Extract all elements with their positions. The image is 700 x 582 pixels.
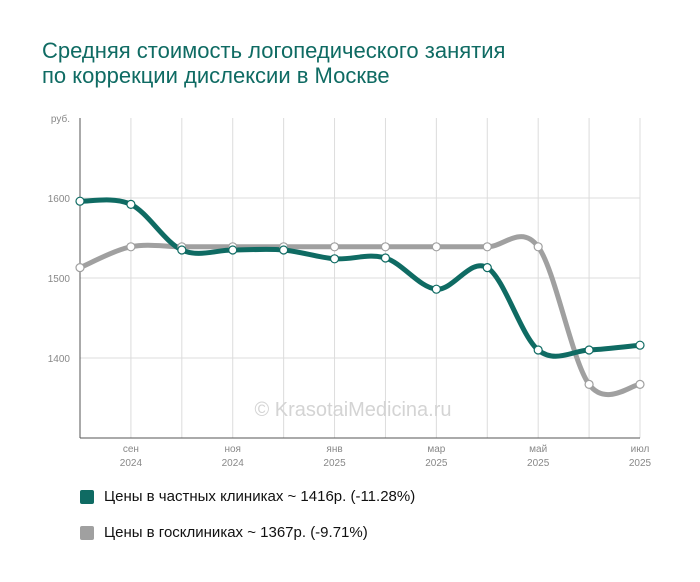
data-point-private xyxy=(635,340,645,350)
data-point-public xyxy=(380,242,391,252)
x-tick-label-year: 2025 xyxy=(323,458,346,469)
data-point-private xyxy=(75,196,85,206)
x-tick-label-month: июл xyxy=(631,444,650,455)
data-point-private xyxy=(279,245,289,255)
data-point-public xyxy=(329,242,340,252)
chart-points xyxy=(75,196,645,389)
x-tick-label-year: 2024 xyxy=(120,458,143,469)
data-point-public xyxy=(75,263,85,273)
chart-axes: 1400 1500 1600 руб. сен 2024 ноя 2024 янв 2025 мар… xyxy=(48,113,652,469)
legend-label-public: Цены в госклиниках ~ 1367р. (-9.71%) xyxy=(104,524,368,541)
data-point-public xyxy=(431,242,441,252)
data-point-public xyxy=(126,242,136,252)
x-tick-label-year: 2024 xyxy=(222,458,245,469)
x-tick-label-year: 2025 xyxy=(629,458,652,469)
x-tick-label-month: май xyxy=(529,444,547,455)
chart-lines xyxy=(77,197,643,398)
data-point-public xyxy=(482,242,492,252)
data-point-private xyxy=(126,199,136,209)
chart-title-line-1: Средняя стоимость логопедического заняти… xyxy=(42,38,506,63)
data-point-private xyxy=(177,245,187,255)
data-point-private xyxy=(533,345,543,355)
legend-swatch-private xyxy=(80,489,94,504)
legend-item-public: Цены в госклиниках ~ 1367р. (-9.71%) xyxy=(80,524,368,541)
x-tick-label-year: 2025 xyxy=(527,458,550,469)
data-point-private xyxy=(228,245,238,255)
data-point-public xyxy=(533,242,543,252)
chart-title: Средняя стоимость логопедического заняти… xyxy=(42,38,662,88)
legend-label-private: Цены в частных клиниках ~ 1416р. (-11.28… xyxy=(104,488,416,505)
chart-grid xyxy=(80,118,641,438)
data-point-private xyxy=(380,253,391,263)
series-line-public xyxy=(77,234,643,398)
data-point-private xyxy=(329,254,340,264)
x-tick-label-year: 2025 xyxy=(425,458,448,469)
x-tick-label-month: сен xyxy=(123,444,139,455)
x-tick-label-month: мар xyxy=(427,444,445,455)
data-point-public xyxy=(584,379,594,389)
y-tick-label: 1600 xyxy=(48,194,71,205)
y-tick-label: 1500 xyxy=(48,274,71,285)
x-tick-label-month: янв xyxy=(326,444,342,455)
watermark: © KrasotaiMedicina.ru xyxy=(254,399,451,421)
x-tick-label-month: ноя xyxy=(224,444,241,455)
data-point-private xyxy=(431,284,441,294)
legend-swatch-public xyxy=(80,525,94,540)
data-point-public xyxy=(635,379,645,389)
y-tick-label: 1400 xyxy=(48,354,71,365)
data-point-private xyxy=(482,263,492,273)
y-axis-unit: руб. xyxy=(51,113,70,125)
data-point-private xyxy=(584,345,594,355)
chart-title-line-2: по коррекции дислексии в Москве xyxy=(42,63,390,88)
legend-item-private: Цены в частных клиниках ~ 1416р. (-11.28… xyxy=(80,488,415,505)
